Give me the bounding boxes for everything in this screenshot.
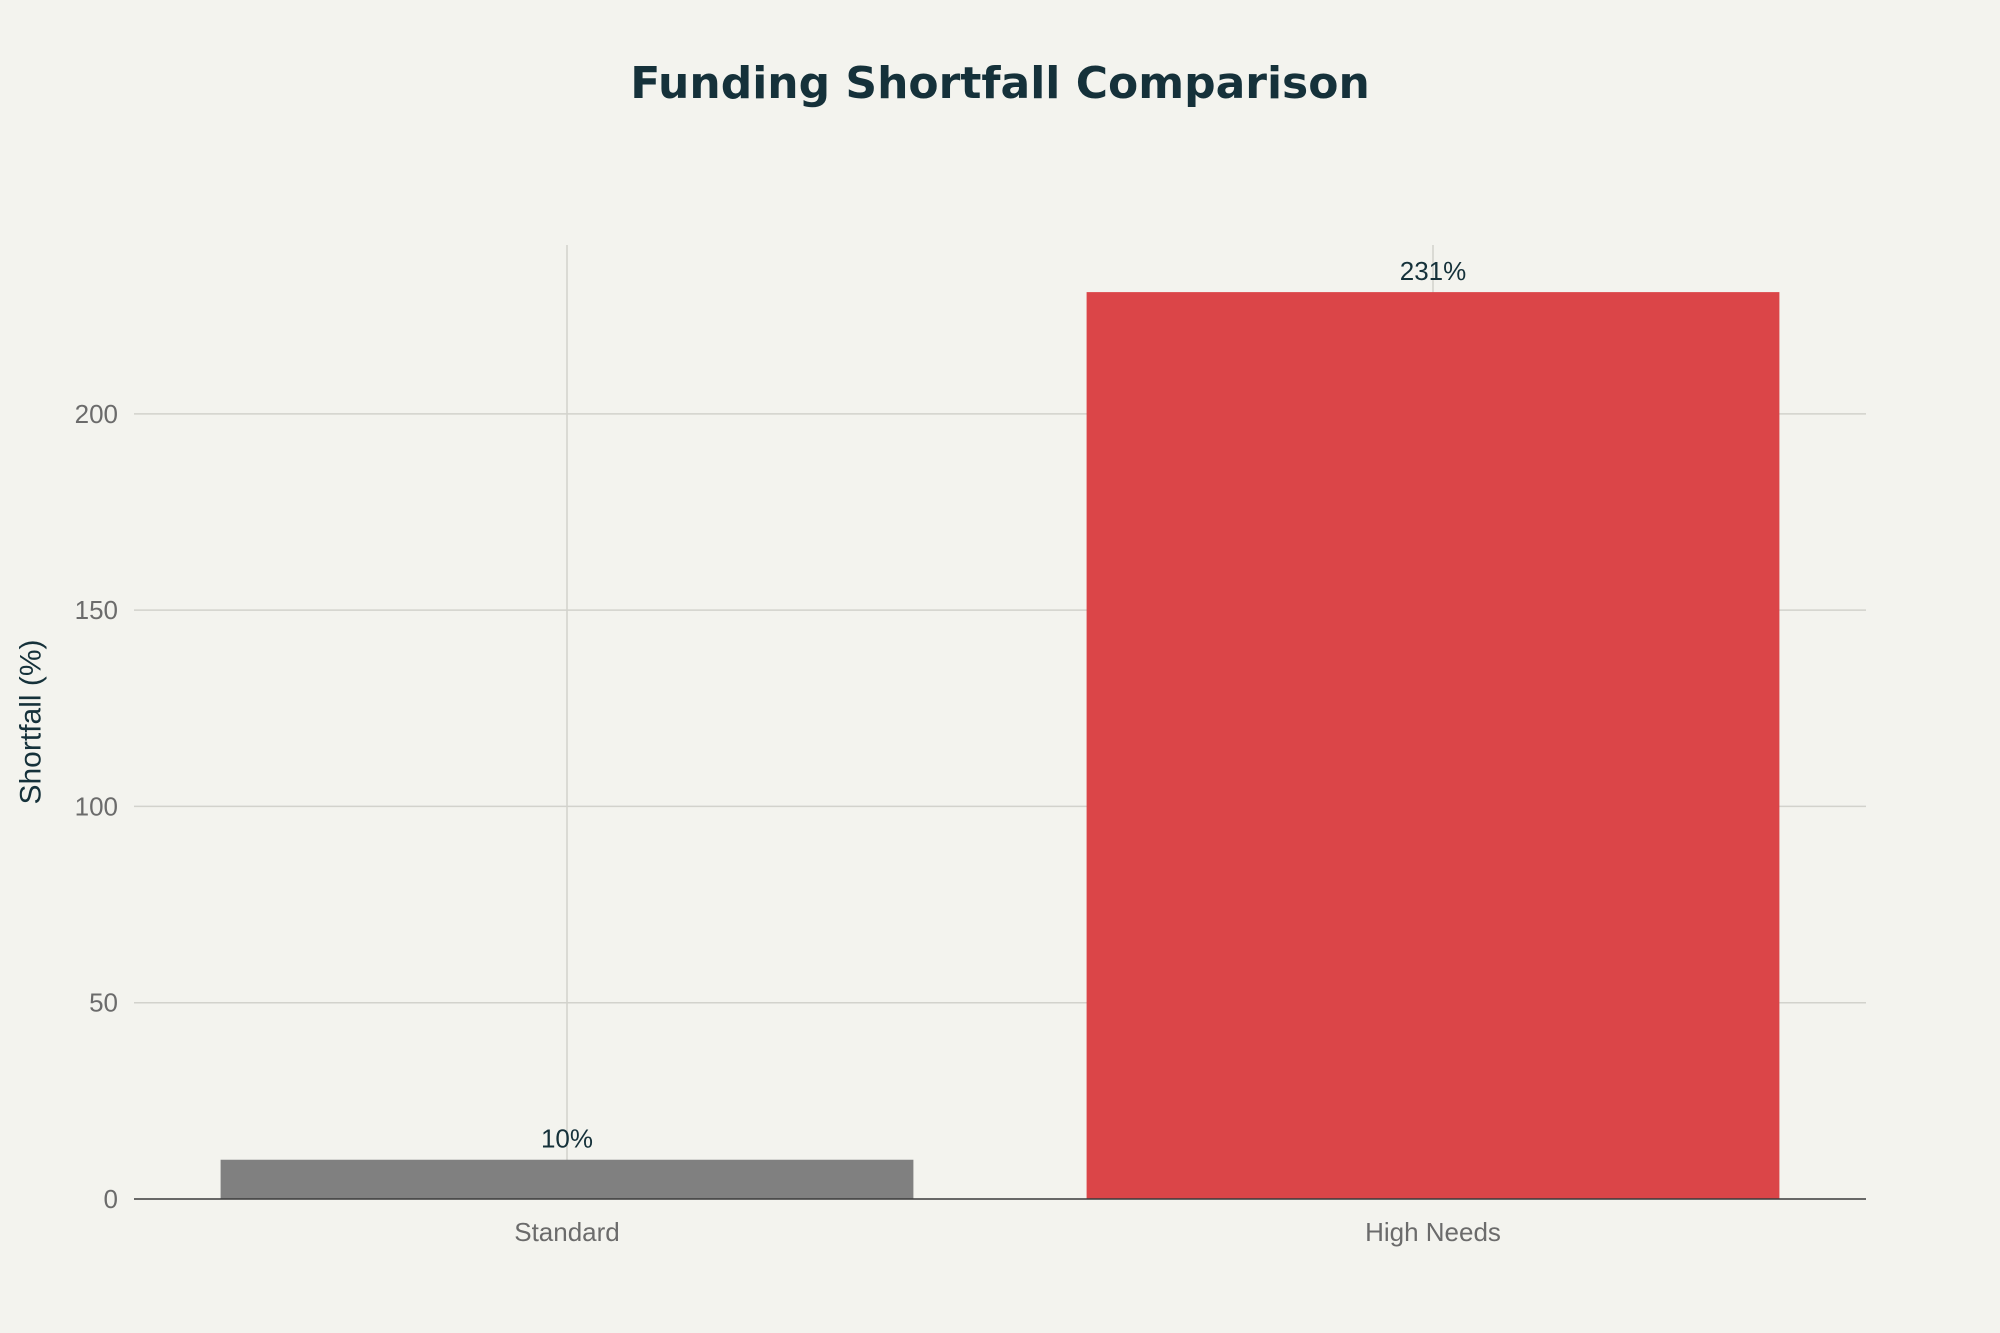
- x-tick-label: Standard: [514, 1217, 620, 1247]
- x-axis-ticks: Standard High Needs: [514, 1217, 1501, 1247]
- bar-high-needs: [1086, 292, 1780, 1200]
- data-labels: 10% 231%: [541, 256, 1466, 1154]
- y-tick-label: 150: [75, 595, 118, 625]
- data-label: 10%: [541, 1124, 593, 1154]
- y-axis-title: Shortfall (%): [15, 639, 48, 804]
- chart-title: Funding Shortfall Comparison: [630, 58, 1370, 109]
- data-label: 231%: [1400, 256, 1467, 286]
- y-tick-label: 0: [104, 1184, 118, 1214]
- bars: [220, 292, 1780, 1200]
- y-tick-label: 200: [75, 399, 118, 429]
- y-axis-ticks: 0 50 100 150 200: [75, 399, 118, 1214]
- y-tick-label: 50: [89, 988, 118, 1018]
- y-tick-label: 100: [75, 791, 118, 821]
- bar-standard: [220, 1159, 914, 1199]
- x-tick-label: High Needs: [1365, 1217, 1501, 1247]
